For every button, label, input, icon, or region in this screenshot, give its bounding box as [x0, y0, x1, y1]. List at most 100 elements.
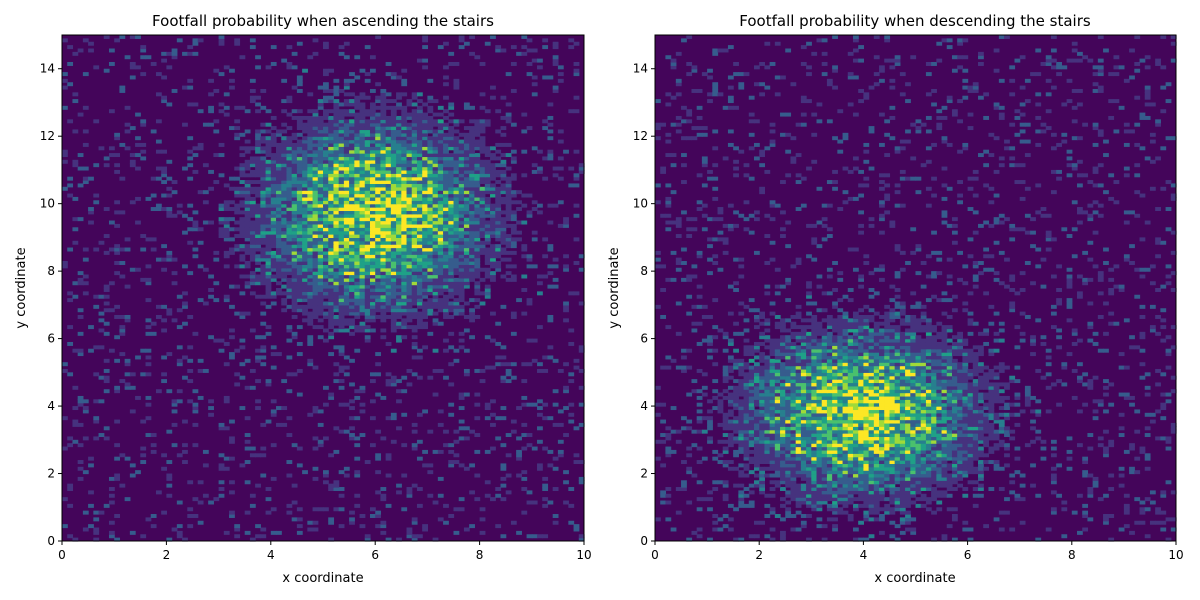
heatmap-cell — [443, 348, 449, 353]
heatmap-cell — [286, 338, 293, 343]
heatmap-cell — [458, 169, 465, 174]
heatmap-cell — [889, 534, 896, 539]
heatmap-cell — [1077, 493, 1083, 498]
heatmap-cell — [249, 446, 256, 451]
heatmap-cell — [380, 119, 387, 124]
heatmap-cell — [338, 244, 345, 249]
heatmap-cell — [369, 132, 376, 137]
heatmap-cell — [317, 301, 324, 306]
heatmap-cell — [359, 119, 366, 124]
heatmap-cell — [281, 58, 288, 63]
heatmap-cell — [505, 112, 512, 117]
heatmap-cell — [516, 220, 522, 225]
heatmap-cell — [343, 55, 350, 60]
heatmap-cell — [521, 254, 528, 259]
heatmap-cell — [832, 480, 838, 485]
heatmap-cell — [145, 433, 152, 438]
heatmap-cell — [276, 200, 282, 205]
heatmap-cell — [396, 163, 402, 168]
heatmap-cell — [1103, 493, 1109, 498]
heatmap-cell — [437, 166, 444, 171]
heatmap-cell — [354, 213, 361, 218]
heatmap-cell — [197, 368, 204, 373]
heatmap-cell — [500, 466, 507, 471]
heatmap-cell — [187, 51, 194, 56]
heatmap-cell — [239, 180, 246, 185]
heatmap-cell — [286, 200, 293, 205]
heatmap-cell — [842, 473, 849, 478]
heatmap-cell — [349, 261, 355, 265]
heatmap-cell — [359, 122, 366, 127]
heatmap-cell — [369, 284, 376, 289]
heatmap-cell — [93, 530, 100, 535]
heatmap-cell — [390, 230, 397, 235]
heatmap-cell — [286, 510, 293, 515]
heatmap-cell — [244, 183, 251, 188]
heatmap-cell — [437, 449, 444, 454]
heatmap-cell — [390, 288, 397, 292]
heatmap-cell — [510, 173, 517, 178]
heatmap-cell — [401, 321, 408, 326]
heatmap-cell — [806, 483, 812, 488]
heatmap-cell — [578, 422, 585, 427]
heatmap-cell — [281, 254, 288, 259]
heatmap-cell — [868, 493, 875, 498]
heatmap-cell — [816, 507, 823, 512]
heatmap-cell — [359, 311, 366, 316]
heatmap-cell — [448, 153, 455, 158]
heatmap-cell — [286, 247, 293, 252]
heatmap-cell — [422, 527, 428, 532]
heatmap-cell — [427, 223, 434, 228]
heatmap-cell — [837, 500, 844, 505]
heatmap-cell — [307, 213, 314, 218]
heatmap-cell — [401, 281, 408, 286]
heatmap-cell — [406, 227, 413, 232]
heatmap-cell — [437, 301, 444, 306]
heatmap-cell — [505, 119, 512, 124]
heatmap-cell — [526, 500, 533, 505]
heatmap-cell — [432, 257, 439, 262]
heatmap-cell — [785, 500, 792, 505]
heatmap-cell — [1149, 490, 1156, 495]
heatmap-cell — [255, 274, 261, 279]
heatmap-cell — [443, 311, 449, 316]
heatmap-cell — [542, 355, 549, 360]
heatmap-cell — [889, 510, 896, 515]
heatmap-cell — [380, 95, 387, 100]
heatmap-cell — [469, 153, 475, 158]
heatmap-cell — [380, 176, 387, 181]
heatmap-cell — [422, 169, 428, 174]
heatmap-cell — [458, 507, 465, 512]
heatmap-cell — [505, 264, 512, 269]
heatmap-cell — [458, 183, 465, 188]
heatmap-cell — [286, 139, 293, 144]
heatmap-cell — [552, 466, 559, 471]
heatmap-cell — [307, 244, 314, 249]
heatmap-cell — [868, 507, 875, 512]
heatmap-cell — [443, 304, 449, 309]
heatmap-cell — [77, 153, 84, 158]
heatmap-cell — [547, 149, 554, 154]
heatmap-cell — [364, 261, 371, 265]
heatmap-cell — [171, 190, 178, 195]
heatmap-cell — [323, 156, 329, 161]
heatmap-cell — [432, 234, 439, 238]
heatmap-cell — [260, 180, 267, 185]
heatmap-cell — [375, 99, 382, 104]
heatmap-cell — [474, 193, 481, 198]
heatmap-cell — [255, 220, 261, 225]
heatmap-cell — [484, 493, 491, 498]
heatmap-cell — [223, 65, 230, 70]
heatmap-cell — [317, 142, 324, 147]
heatmap-cell — [255, 379, 261, 384]
heatmap-cell — [328, 277, 335, 282]
heatmap-cell — [296, 304, 303, 309]
heatmap-cell — [448, 308, 455, 313]
heatmap-cell — [338, 240, 345, 245]
heatmap-cell — [437, 227, 444, 232]
heatmap-cell — [182, 51, 188, 56]
heatmap-cell — [369, 156, 376, 161]
heatmap-cell — [223, 217, 230, 222]
heatmap-cell — [474, 176, 481, 181]
heatmap-cell — [369, 190, 376, 195]
